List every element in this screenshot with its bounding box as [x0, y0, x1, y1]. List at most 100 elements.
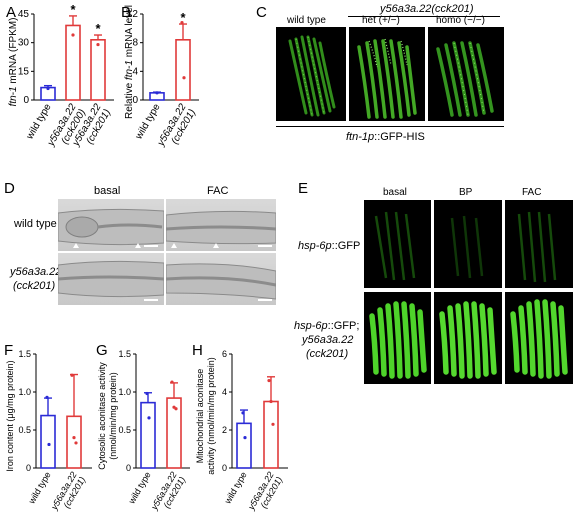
y-axis-title: ftn-1 mRNA (FPKM) [8, 18, 19, 107]
panel-label-c: C [256, 4, 267, 21]
gfp-image-reporter-basal [364, 200, 431, 288]
y-tick-label: 1.5 [118, 349, 131, 359]
column-label-fac: FAC [522, 187, 542, 198]
panel-label-h: H [192, 342, 203, 359]
data-point [182, 76, 186, 80]
y-tick-label: 12 [127, 9, 139, 20]
data-point [147, 416, 151, 420]
gfp-image-reporter-fac [505, 200, 573, 288]
row-label-mutant-line2: (cck201) [13, 280, 56, 292]
reporter-underline [276, 126, 504, 127]
data-point [174, 407, 178, 411]
column-label-fac: FAC [207, 185, 229, 197]
row-label-mutant-line1: y56a3a.22 [10, 266, 62, 278]
data-point [145, 391, 149, 396]
gfp-image-mutant-basal [364, 292, 431, 384]
y-tick-label: 0 [132, 95, 138, 106]
data-point [243, 436, 247, 440]
gfp-image-homo [428, 27, 504, 121]
panel-label-d: D [4, 180, 15, 197]
genotype-underline [348, 16, 500, 17]
y-tick-label: 4 [222, 387, 227, 397]
dic-image-mutant-fac [166, 253, 276, 305]
bar [175, 38, 191, 101]
gfp-image-het [349, 27, 425, 121]
data-point [47, 442, 51, 447]
y-axis-title: Iron content (μg/mg protein) [5, 360, 15, 471]
significance-star: * [180, 10, 186, 25]
data-point [45, 395, 49, 399]
bar [166, 397, 182, 469]
bar [263, 400, 279, 469]
x-category-label: y56a3a.22(cck201) [246, 470, 285, 512]
y-tick-label: 0.5 [118, 425, 131, 435]
data-point [241, 411, 245, 415]
gfp-image-mutant-bp [434, 292, 502, 384]
x-category-label: wild type [126, 470, 153, 506]
gfp-image-mutant-fac [505, 292, 573, 384]
column-label-wild-type: wild type [287, 15, 326, 26]
panel-label-f: F [4, 342, 14, 359]
bar [90, 38, 106, 101]
panel-label-b: B [121, 4, 132, 21]
panel-label-a: A [6, 4, 17, 21]
data-point [72, 436, 76, 440]
x-category-label: y56a3a.22(cck201) [155, 102, 198, 155]
data-point [267, 379, 271, 383]
significance-star: * [70, 2, 76, 17]
y-tick-label: 30 [18, 38, 30, 49]
data-point [46, 86, 50, 91]
column-label-basal: basal [94, 185, 121, 197]
dic-image-wild-type-fac [166, 199, 276, 251]
column-label-basal: basal [383, 187, 407, 198]
chart-g: Cytosolic aconitase activity (nmol/min/m… [97, 349, 190, 512]
y-tick-label: 6 [222, 349, 227, 359]
x-category-label: y56a3a.22(cck201) [149, 470, 188, 512]
y-axis-title-line1: Cytosolic aconitase activity [97, 362, 107, 470]
y-tick-label: 8 [132, 38, 138, 49]
data-point [180, 21, 184, 25]
row-label-reporter-mutant-line3: (cck201) [306, 348, 349, 360]
y-tick-label: 1.0 [18, 387, 31, 397]
panel-label-e: E [298, 180, 309, 197]
y-tick-label: 4 [132, 66, 138, 77]
data-point [170, 380, 174, 384]
data-point [71, 33, 75, 37]
y-axis-title-line2: (nmol/min/mg protein) [108, 372, 118, 460]
bar [140, 401, 156, 469]
significance-star: * [95, 21, 101, 36]
row-label-reporter: hsp-6p::GFP [298, 240, 361, 252]
y-tick-label: 1.5 [18, 349, 31, 359]
panel-label-g: G [96, 342, 108, 359]
bar [66, 415, 82, 469]
y-axis-title-line2: activity (nmol/min/mg protein) [206, 357, 216, 475]
row-label-wild-type: wild type [14, 218, 57, 230]
y-tick-label: 15 [18, 66, 30, 77]
gfp-image-reporter-bp [434, 200, 502, 288]
data-point [271, 422, 275, 426]
gfp-image-wild-type [276, 27, 346, 121]
chart-f: Iron content (μg/mg protein) Iron conten… [5, 349, 92, 512]
x-category-label: y56a3a.22(cck201) [49, 470, 88, 512]
data-point [74, 441, 78, 445]
column-label-bp: BP [459, 187, 473, 198]
bar [236, 422, 252, 469]
y-tick-label: 45 [18, 9, 30, 20]
column-label-het: het (+/−) [362, 15, 400, 26]
genotype-title: y56a3a.22(cck201) [380, 3, 474, 15]
data-point [70, 373, 74, 377]
x-category-label: wild type [26, 470, 53, 506]
y-tick-label: 1.0 [118, 387, 131, 397]
chart-h: Mitochondrial aconitase activity (nmol/m… [195, 349, 288, 512]
bar [40, 414, 56, 469]
y-tick-label: 0 [26, 463, 31, 473]
y-tick-label: 0 [23, 95, 29, 106]
reporter-label: ftn-1p::GFP-HIS [346, 131, 425, 143]
bar [65, 24, 81, 101]
row-label-reporter-mutant-line1: hsp-6p::GFP; [294, 320, 360, 332]
y-axis-title: Relative ftn-1 mRNA level [124, 5, 135, 119]
x-category-label: wild type [222, 470, 249, 506]
data-point [155, 91, 159, 95]
